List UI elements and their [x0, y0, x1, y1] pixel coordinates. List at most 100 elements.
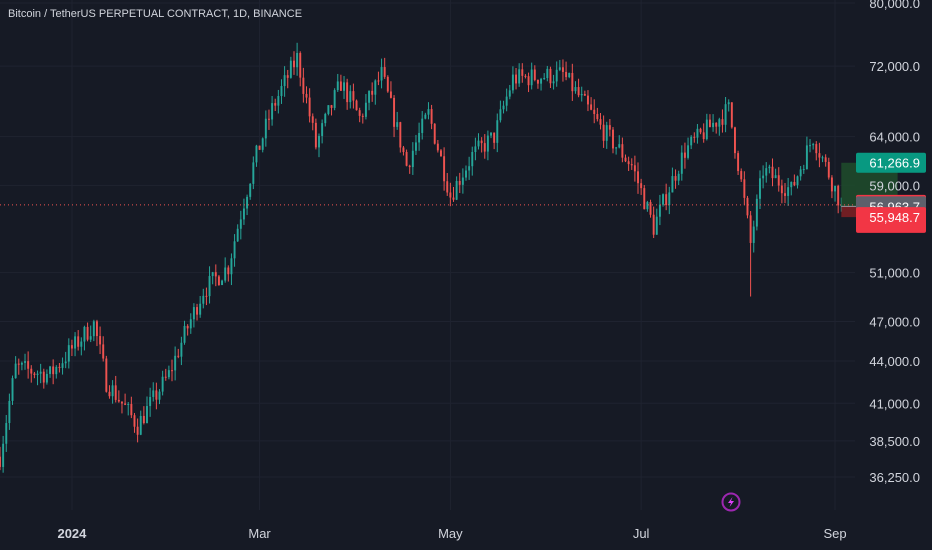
candle[interactable] [527, 72, 530, 93]
candle[interactable] [596, 107, 599, 122]
candle[interactable] [674, 169, 677, 189]
candle[interactable] [818, 142, 821, 168]
candle[interactable] [102, 336, 105, 362]
candle[interactable] [95, 319, 98, 347]
candle[interactable] [42, 368, 45, 389]
candle[interactable] [499, 100, 502, 123]
candle[interactable] [718, 117, 721, 136]
candle[interactable] [752, 220, 755, 253]
candle[interactable] [780, 179, 783, 204]
candle[interactable] [480, 137, 483, 153]
candle[interactable] [264, 110, 267, 147]
candle[interactable] [524, 74, 527, 79]
candle[interactable] [45, 369, 48, 385]
candle[interactable] [461, 168, 464, 194]
candle[interactable] [793, 174, 796, 187]
candle[interactable] [383, 57, 386, 79]
candle[interactable] [17, 358, 20, 375]
candle[interactable] [599, 113, 602, 130]
candle[interactable] [205, 287, 208, 306]
candle[interactable] [443, 147, 446, 191]
candle[interactable] [2, 435, 5, 473]
candle[interactable] [283, 66, 286, 97]
candle[interactable] [33, 371, 36, 379]
candle[interactable] [386, 75, 389, 93]
candle[interactable] [624, 154, 627, 163]
candle[interactable] [167, 365, 170, 380]
candle[interactable] [446, 173, 449, 196]
candle[interactable] [286, 69, 289, 89]
candle[interactable] [189, 313, 192, 334]
candle[interactable] [302, 67, 305, 103]
candle[interactable] [227, 265, 230, 282]
candle[interactable] [368, 90, 371, 111]
candle[interactable] [343, 76, 345, 99]
candle[interactable] [355, 99, 358, 111]
candle[interactable] [665, 183, 668, 211]
candle[interactable] [699, 127, 702, 135]
candle[interactable] [483, 134, 486, 159]
candle[interactable] [727, 99, 730, 112]
candle[interactable] [177, 348, 180, 359]
candle[interactable] [339, 74, 342, 91]
candle[interactable] [0, 446, 1, 471]
candle[interactable] [615, 146, 618, 155]
candle[interactable] [242, 198, 245, 225]
candle[interactable] [202, 288, 205, 309]
candle[interactable] [99, 326, 102, 355]
candle[interactable] [24, 353, 26, 370]
candle[interactable] [146, 396, 148, 424]
candle[interactable] [361, 113, 364, 124]
candle[interactable] [805, 136, 808, 170]
candle[interactable] [124, 393, 127, 406]
candle[interactable] [267, 109, 270, 130]
candle[interactable] [224, 257, 227, 283]
candle[interactable] [555, 61, 558, 87]
candle[interactable] [130, 396, 133, 419]
candle[interactable] [217, 274, 220, 286]
candle[interactable] [565, 61, 568, 81]
candle[interactable] [468, 156, 471, 180]
candle[interactable] [668, 186, 671, 215]
candle[interactable] [511, 66, 514, 94]
candle[interactable] [239, 210, 242, 240]
candle[interactable] [421, 111, 424, 140]
candle[interactable] [574, 81, 577, 94]
candle[interactable] [393, 95, 396, 138]
time-axis[interactable]: 2024 Mar May Jul Sep [57, 526, 846, 541]
candle[interactable] [427, 102, 430, 120]
candle[interactable] [737, 150, 740, 175]
candle[interactable] [812, 142, 815, 150]
candle[interactable] [271, 95, 274, 126]
candle[interactable] [746, 195, 749, 219]
candle[interactable] [105, 355, 108, 393]
candle[interactable] [455, 176, 458, 201]
candle[interactable] [571, 63, 574, 101]
candle[interactable] [374, 79, 377, 105]
candle[interactable] [605, 121, 608, 149]
candle[interactable] [552, 74, 555, 90]
candle[interactable] [92, 319, 95, 342]
candle[interactable] [89, 325, 92, 343]
candle[interactable] [136, 418, 139, 443]
candle[interactable] [771, 158, 774, 187]
candle[interactable] [693, 132, 696, 143]
candle[interactable] [14, 356, 17, 379]
candle[interactable] [55, 365, 58, 379]
candle[interactable] [834, 185, 837, 202]
candle[interactable] [515, 67, 518, 90]
candle[interactable] [114, 375, 117, 403]
candle[interactable] [411, 142, 414, 175]
candle[interactable] [821, 155, 824, 163]
candle[interactable] [371, 82, 374, 102]
candle[interactable] [490, 132, 492, 139]
candle[interactable] [518, 63, 521, 87]
candle[interactable] [108, 385, 111, 399]
candle[interactable] [142, 406, 145, 425]
candle[interactable] [687, 137, 690, 160]
candle[interactable] [430, 104, 433, 130]
candles-layer[interactable] [0, 42, 843, 473]
candle[interactable] [652, 206, 655, 239]
candle[interactable] [192, 303, 195, 328]
